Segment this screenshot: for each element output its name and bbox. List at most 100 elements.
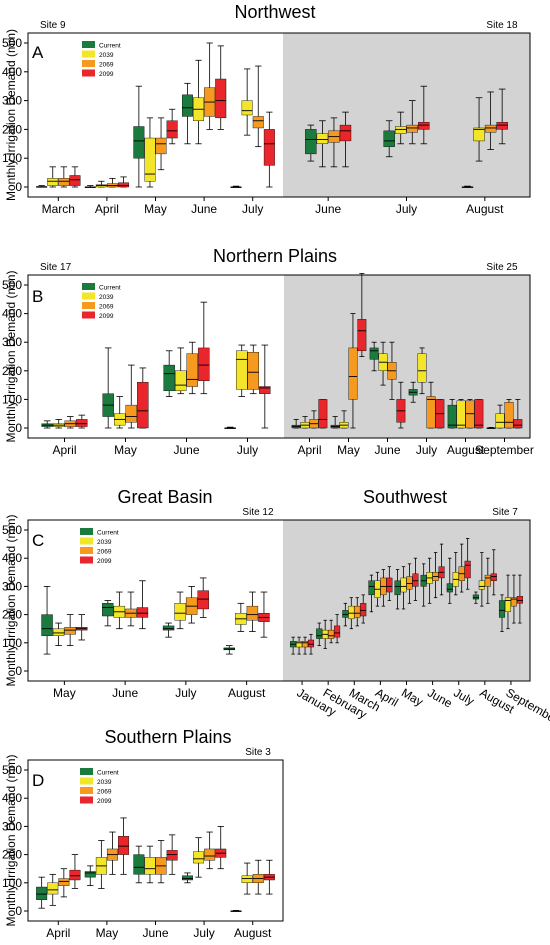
x-tick-label: June <box>425 685 455 710</box>
box-body <box>296 641 303 648</box>
box-body <box>348 347 358 400</box>
box-current <box>133 845 145 884</box>
panel-letter: C <box>32 531 44 550</box>
box-body <box>133 126 145 159</box>
box-2039 <box>53 419 65 429</box>
box-2039 <box>495 404 505 429</box>
y-tick-label: 300 <box>2 94 22 108</box>
box-body <box>510 597 517 607</box>
box-2099 <box>118 817 130 875</box>
box-2099 <box>197 577 209 618</box>
panel-c: 0 100 200 300 400 500 C Great Basin Southwest Sit… <box>2 487 550 727</box>
shaded-region <box>283 33 530 197</box>
x-tick-label: July <box>451 685 476 708</box>
legend-label: 2069 <box>97 789 112 796</box>
y-tick-label: 200 <box>2 364 22 378</box>
box-body <box>406 576 413 590</box>
box-body <box>193 851 205 864</box>
box-body <box>144 137 156 182</box>
legend-label: 2099 <box>97 558 112 565</box>
legend-swatch <box>82 69 95 77</box>
box-2099 <box>118 176 130 188</box>
box-body <box>456 400 466 429</box>
legend-swatch <box>82 311 95 319</box>
box-body <box>162 625 175 631</box>
box-2039 <box>374 571 381 607</box>
x-tick-label: May <box>96 926 119 940</box>
y-tick-label: 500 <box>2 36 22 50</box>
box-2069 <box>465 398 475 429</box>
box-body <box>464 560 471 579</box>
y-tick-label: 100 <box>2 636 22 650</box>
y-tick-label: 0 <box>15 664 22 678</box>
legend-swatch <box>80 768 93 775</box>
y-tick-label: 400 <box>2 551 22 565</box>
box-2099 <box>418 85 430 145</box>
box-body <box>465 400 475 429</box>
box-body <box>348 605 355 620</box>
box-body <box>446 583 453 593</box>
box-2039 <box>241 862 253 895</box>
region-title: Northwest <box>234 2 315 22</box>
x-tick-label: August <box>228 686 266 700</box>
shaded-region <box>283 520 530 681</box>
box-body <box>307 639 315 648</box>
box-body <box>181 94 193 117</box>
box-2099 <box>166 834 178 875</box>
box-current <box>420 563 427 607</box>
x-tick-label: April <box>297 443 321 457</box>
box-body <box>406 124 418 133</box>
box-2099 <box>76 414 88 429</box>
legend-label: 2039 <box>99 52 114 59</box>
box-body <box>478 580 485 590</box>
box-2039 <box>322 619 329 649</box>
box-body <box>118 836 130 855</box>
site-label: Site 17 <box>40 262 72 273</box>
legend-swatch <box>82 302 95 309</box>
box-body <box>357 319 367 351</box>
box-body <box>316 628 323 639</box>
x-tick-label: May <box>144 202 167 216</box>
box-2069 <box>484 557 491 604</box>
box-body <box>166 850 178 861</box>
box-2039 <box>456 398 466 429</box>
legend-label: Current <box>97 770 119 777</box>
x-tick-label: April <box>46 926 70 940</box>
box-2099 <box>263 859 275 895</box>
site-label: Site 18 <box>486 20 518 31</box>
box-2069 <box>458 543 465 593</box>
box-2069 <box>406 100 418 145</box>
panel-d: 0 100 200 300 400 500 D Southern Plains Site 3 Ap… <box>2 727 284 940</box>
box-body <box>504 597 512 612</box>
y-tick-label: 100 <box>2 392 22 406</box>
box-body <box>181 875 193 881</box>
legend-label: 2039 <box>97 779 112 786</box>
box-body <box>513 419 523 429</box>
y-tick-label: 300 <box>2 579 22 593</box>
box-2099 <box>357 273 367 357</box>
box-2099 <box>464 538 471 590</box>
box-current <box>394 569 401 610</box>
box-2099 <box>69 854 81 889</box>
box-body <box>175 370 187 392</box>
box-2099 <box>263 111 275 188</box>
box-body <box>447 404 457 429</box>
box-current <box>102 347 114 429</box>
box-body <box>133 854 145 875</box>
legend-label: 2039 <box>97 539 112 546</box>
box-2069 <box>380 569 387 607</box>
box-2099 <box>334 614 341 644</box>
box-current <box>486 427 496 429</box>
box-body <box>516 596 523 604</box>
box-body <box>215 78 227 119</box>
legend-swatch <box>82 283 95 290</box>
box-body <box>64 627 76 635</box>
box-2099 <box>490 549 497 596</box>
box-current <box>342 602 349 627</box>
box-2039 <box>95 180 107 188</box>
box-body <box>395 126 407 134</box>
box-2069 <box>328 117 340 168</box>
x-tick-label: July <box>396 202 417 216</box>
site-label: Site 9 <box>40 20 66 31</box>
box-2099 <box>474 398 484 429</box>
